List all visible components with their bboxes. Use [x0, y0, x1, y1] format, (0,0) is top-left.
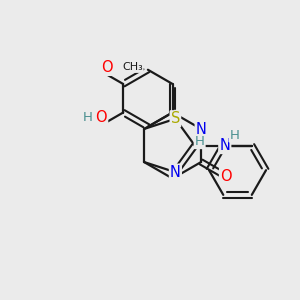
Text: CH₃: CH₃ — [122, 62, 143, 72]
Text: O: O — [101, 60, 113, 75]
Text: N: N — [170, 165, 181, 180]
Text: N: N — [219, 138, 230, 153]
Text: N: N — [196, 122, 207, 136]
Text: H: H — [230, 128, 239, 142]
Text: S: S — [171, 111, 180, 126]
Text: O: O — [95, 110, 107, 125]
Text: H: H — [83, 111, 93, 124]
Text: O: O — [220, 169, 232, 184]
Text: H: H — [195, 135, 205, 148]
